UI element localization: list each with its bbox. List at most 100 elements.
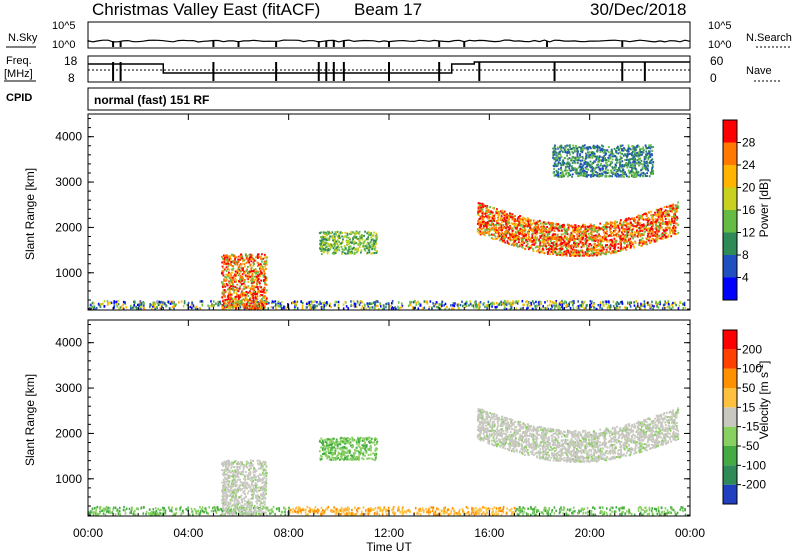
echo-cell [255,297,257,300]
echo-cell [609,153,612,156]
echo-cell [254,303,256,306]
echo-cell [647,150,650,153]
echo-cell [677,206,680,209]
echo-cell [415,303,418,306]
echo-cell [328,239,331,242]
echo-cell [651,217,654,220]
echo-cell [533,226,536,229]
echo-cell [509,302,512,306]
echo-cell [262,296,265,299]
echo-cell [374,241,377,244]
echo-cell [665,235,668,238]
echo-cell [276,304,279,307]
echo-cell [645,213,648,216]
echo-cell [632,165,635,168]
echo-cell [631,233,634,236]
echo-cell [553,241,556,244]
echo-cell [519,221,522,224]
echo-cell [372,252,374,255]
echo-cell [584,251,587,254]
echo-cell [334,240,336,243]
echo-cell [122,303,125,306]
echo-cell [232,267,235,270]
echo-cell [655,233,657,236]
echo-cell [239,301,242,304]
echo-cell [486,205,489,208]
echo-cell [309,305,312,308]
echo-cell [94,307,97,311]
echo-cell [200,300,203,303]
echo-cell [122,307,125,311]
echo-cell [500,212,503,215]
echo-cell [262,274,265,277]
echo-cell [350,232,353,235]
echo-cell [663,210,666,213]
echo-cell [584,147,587,150]
echo-cell [652,224,654,227]
echo-cell [577,249,580,252]
echo-cell [172,300,174,303]
echo-cell [550,250,553,253]
echo-cell [669,205,672,208]
echo-cell [629,237,632,240]
echo-cell [228,263,231,266]
echo-cell [617,246,620,249]
echo-cell [655,301,658,304]
echo-cell [487,223,489,226]
echo-cell [623,147,625,150]
echo-cell [594,167,597,170]
echo-cell [294,302,296,305]
echo-cell [629,218,631,221]
echo-cell [596,238,599,241]
echo-cell [545,239,547,242]
echo-cell [251,272,254,275]
echo-cell [632,237,634,240]
echo-cell [508,221,511,224]
echo-cell [120,305,123,308]
echo-cell [570,239,573,242]
echo-cell [639,148,641,151]
echo-cell [512,236,514,239]
echo-cell [143,304,145,307]
echo-cell [671,229,673,232]
echo-cell [624,236,627,239]
echo-cell [597,243,600,246]
echo-cell [604,172,607,175]
echo-cell [510,214,513,217]
echo-cell [252,293,255,296]
echo-cell [344,231,347,234]
echo-cell [532,221,535,224]
echo-cell [323,302,325,306]
echo-cell [352,300,355,303]
echo-cell [521,299,524,303]
echo-cell [274,300,277,303]
echo-cell [477,219,480,222]
echo-cell [99,305,102,309]
echo-cell [510,306,513,310]
echo-cell [557,147,559,150]
echo-cell [234,274,237,277]
echo-cell [574,249,577,252]
echo-cell [584,239,587,242]
echo-cell [236,283,239,286]
echo-cell [669,223,672,226]
echo-cell [583,171,585,174]
echo-cell [542,236,545,239]
echo-cell [557,223,560,226]
echo-cell [256,261,259,264]
echo-cell [559,306,561,310]
echo-cell [344,252,347,255]
echo-cell [650,225,653,228]
echo-cell [603,149,606,152]
echo-cell [637,217,640,220]
echo-cell [550,242,553,245]
echo-cell [261,260,263,263]
echo-cell [479,302,481,306]
echo-cell [676,204,679,207]
echo-cell [488,234,491,237]
echo-cell [545,307,548,311]
echo-cell [544,244,547,247]
echo-cell [518,217,520,220]
echo-cell [167,300,170,304]
echo-cell [624,219,627,222]
